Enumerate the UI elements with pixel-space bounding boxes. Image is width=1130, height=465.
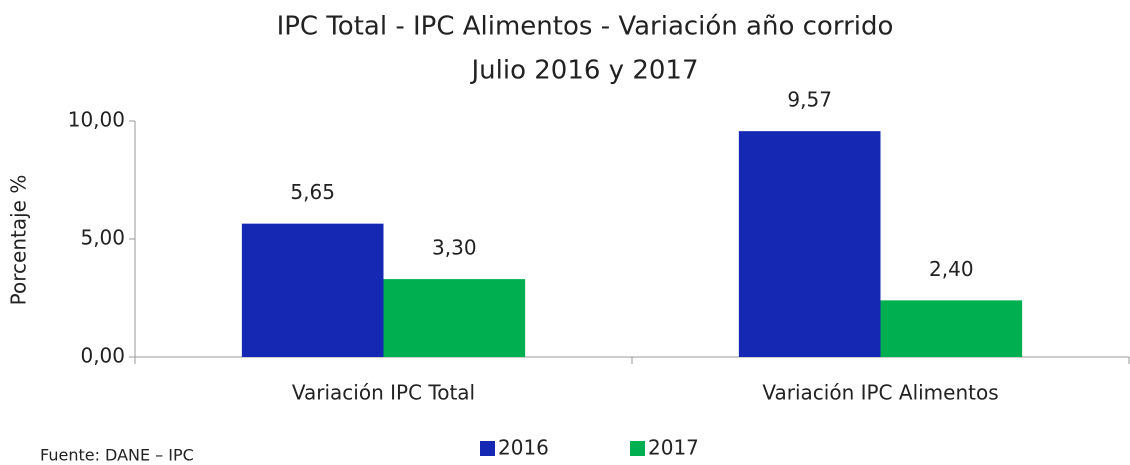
bar — [241, 223, 384, 357]
source-note: Fuente: DANE – IPC — [40, 446, 194, 465]
y-tick-label: 10,00 — [68, 108, 125, 132]
y-tick-label: 5,00 — [80, 226, 125, 250]
y-tick-label: 0,00 — [80, 344, 125, 368]
legend-label: 2016 — [498, 436, 549, 460]
x-tick-label: Variación IPC Alimentos — [762, 381, 998, 405]
bar — [383, 279, 526, 357]
legend-label: 2017 — [648, 436, 699, 460]
value-label: 9,57 — [787, 88, 832, 112]
x-tick-label: Variación IPC Total — [292, 381, 475, 405]
value-label: 2,40 — [929, 257, 974, 281]
value-label: 5,65 — [290, 180, 335, 204]
legend-swatch — [480, 441, 495, 456]
bar — [880, 300, 1023, 357]
value-label: 3,30 — [432, 236, 477, 260]
chart-subtitle: Julio 2016 y 2017 — [469, 56, 698, 86]
chart-title: IPC Total - IPC Alimentos - Variación añ… — [277, 12, 894, 42]
legend-swatch — [630, 441, 645, 456]
y-axis-label: Porcentaje % — [7, 175, 31, 306]
bar — [738, 131, 881, 357]
